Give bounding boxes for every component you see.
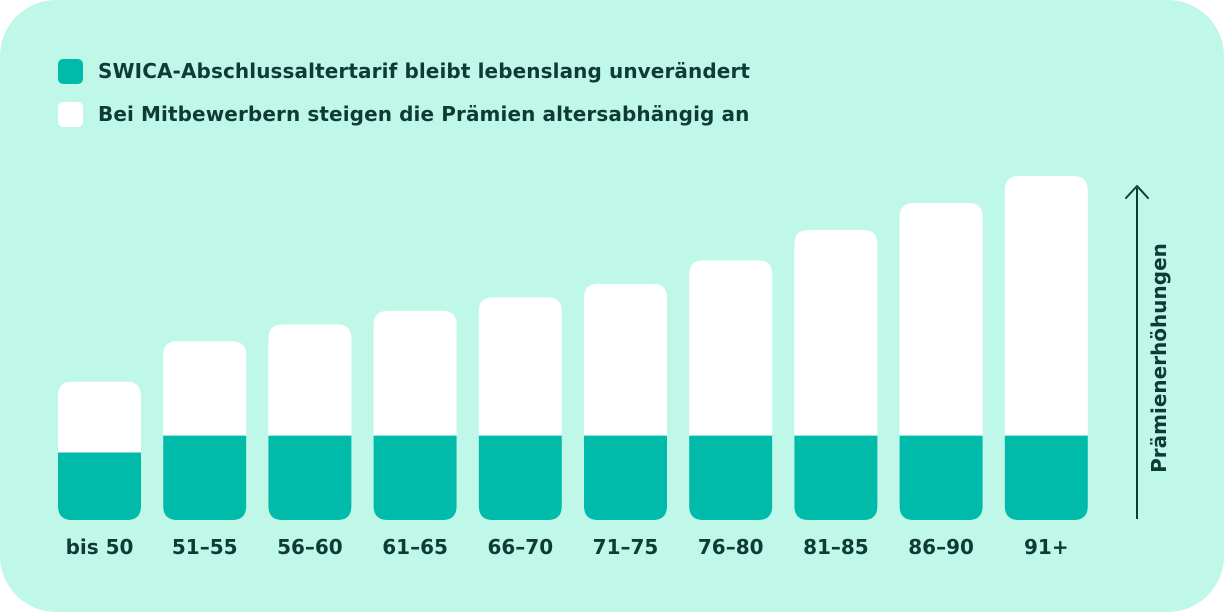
x-tick-label-0: bis 50 (66, 535, 134, 559)
bar-swica-2 (268, 435, 352, 520)
bar-competitor-9 (1004, 176, 1088, 520)
x-tick-label-1: 51–55 (172, 535, 238, 559)
bar-swica-6 (689, 435, 773, 520)
bar-swica-1 (163, 435, 247, 520)
x-tick-label-3: 61–65 (382, 535, 448, 559)
bar-swica-4 (478, 435, 562, 520)
bar-swica-0 (58, 452, 141, 520)
bar-swica-7 (794, 435, 878, 520)
arrow-up-icon (1125, 185, 1149, 199)
legend-item-swica: SWICA-Abschlussaltertarif bleibt lebensl… (58, 56, 750, 86)
legend: SWICA-Abschlussaltertarif bleibt lebensl… (58, 56, 750, 142)
bar-swica-3 (373, 435, 457, 520)
legend-swatch-swica (58, 58, 83, 84)
x-tick-label-4: 66–70 (487, 535, 553, 559)
y-axis-title: Prämienerhöhungen (1147, 243, 1171, 473)
legend-item-competitors: Bei Mitbewerbern steigen die Prämien alt… (58, 99, 750, 129)
x-tick-label-8: 86–90 (908, 535, 974, 559)
x-tick-label-7: 81–85 (803, 535, 869, 559)
x-tick-label-5: 71–75 (593, 535, 659, 559)
bar-swica-8 (899, 435, 983, 520)
x-tick-label-9: 91+ (1024, 535, 1069, 559)
legend-label-swica: SWICA-Abschlussaltertarif bleibt lebensl… (98, 59, 751, 83)
x-tick-label-6: 76–80 (698, 535, 764, 559)
bar-swica-9 (1004, 435, 1088, 520)
x-tick-label-2: 56–60 (277, 535, 343, 559)
bar-swica-5 (584, 435, 667, 520)
legend-label-competitors: Bei Mitbewerbern steigen die Prämien alt… (98, 102, 750, 126)
legend-swatch-competitors (58, 101, 83, 127)
